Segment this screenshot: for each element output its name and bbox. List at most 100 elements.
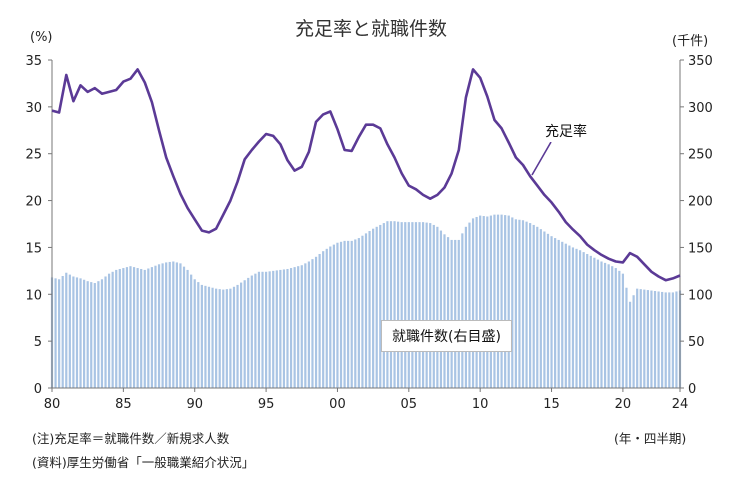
left-tick-label: 35 xyxy=(25,54,42,69)
bar xyxy=(479,215,482,388)
bar xyxy=(165,262,168,388)
x-tick-label: 90 xyxy=(186,397,203,412)
bar xyxy=(357,238,360,388)
bar xyxy=(664,292,667,388)
bar xyxy=(161,263,164,388)
bar xyxy=(254,273,257,388)
bar xyxy=(354,239,357,388)
bar xyxy=(318,253,321,388)
bar xyxy=(543,231,546,388)
bar xyxy=(539,229,542,388)
bar xyxy=(211,287,214,388)
rate-label-leader xyxy=(531,141,552,176)
bar xyxy=(104,276,107,388)
bar xyxy=(436,226,439,388)
bar xyxy=(600,261,603,388)
bar xyxy=(279,269,282,388)
bar xyxy=(350,240,353,388)
bar xyxy=(275,270,278,388)
left-tick-label: 15 xyxy=(25,241,42,256)
bar xyxy=(386,221,389,388)
bar xyxy=(414,222,418,388)
bar xyxy=(243,280,246,388)
series-label-jobs: 就職件数(右目盛) xyxy=(381,320,512,352)
chart-title: 充足率と就職件数 xyxy=(294,18,447,40)
bar xyxy=(65,272,68,388)
period-label: (年・四半期) xyxy=(614,431,687,446)
bar xyxy=(75,277,79,388)
series-label-rate: 充足率 xyxy=(542,120,590,142)
bar xyxy=(375,226,378,388)
bar xyxy=(250,275,253,388)
bar xyxy=(500,214,503,388)
bar xyxy=(657,291,660,388)
bar xyxy=(382,223,385,388)
bar xyxy=(140,268,143,388)
bar xyxy=(343,240,346,388)
bar xyxy=(157,264,161,388)
bar xyxy=(347,240,350,388)
bar xyxy=(143,269,146,388)
bar xyxy=(322,251,325,388)
bar xyxy=(650,290,653,388)
bar xyxy=(314,256,318,388)
bar xyxy=(564,243,567,388)
bar xyxy=(72,276,75,388)
x-tick-label: 24 xyxy=(672,397,689,412)
bar xyxy=(129,266,132,388)
bar xyxy=(578,250,582,388)
bar xyxy=(293,267,296,388)
bar xyxy=(240,282,243,388)
bar xyxy=(154,265,157,388)
bar xyxy=(132,267,136,388)
bar xyxy=(118,268,121,388)
bar xyxy=(54,278,57,388)
bar xyxy=(332,244,335,388)
bar xyxy=(507,215,510,388)
bar xyxy=(504,215,507,388)
bar xyxy=(643,289,646,388)
bar xyxy=(525,221,528,388)
bar xyxy=(257,271,261,388)
bar xyxy=(632,295,635,388)
bar xyxy=(646,290,649,388)
bar xyxy=(325,248,328,388)
bar xyxy=(554,238,557,388)
x-tick-label: 10 xyxy=(472,397,489,412)
bar xyxy=(668,292,671,388)
bar xyxy=(464,226,468,388)
bar xyxy=(147,268,150,388)
x-tick-label: 95 xyxy=(258,397,275,412)
bar xyxy=(468,222,471,388)
bar xyxy=(107,273,111,388)
bar xyxy=(653,291,657,388)
right-tick-label: 200 xyxy=(688,195,713,210)
bar xyxy=(286,268,289,388)
bar xyxy=(218,289,221,388)
bar xyxy=(282,269,286,388)
note-definition: (注)充足率＝就職件数／新規求人数 xyxy=(32,431,230,446)
bar xyxy=(661,291,664,388)
bar xyxy=(432,224,435,388)
bar xyxy=(297,266,300,388)
bar xyxy=(486,216,489,388)
bar xyxy=(614,268,617,388)
bar xyxy=(400,222,403,388)
bar xyxy=(179,263,182,388)
bar xyxy=(111,271,114,388)
bar xyxy=(232,286,236,388)
bar xyxy=(439,230,443,388)
bar xyxy=(489,215,492,388)
bar xyxy=(79,278,82,388)
x-tick-label: 15 xyxy=(543,397,560,412)
bar xyxy=(307,261,311,388)
bar xyxy=(175,262,178,388)
bar xyxy=(628,301,632,388)
bar xyxy=(58,279,61,388)
x-tick-label: 00 xyxy=(329,397,346,412)
bar xyxy=(397,221,400,388)
bar xyxy=(496,214,500,388)
bar xyxy=(247,277,250,388)
left-tick-label: 0 xyxy=(34,382,42,397)
